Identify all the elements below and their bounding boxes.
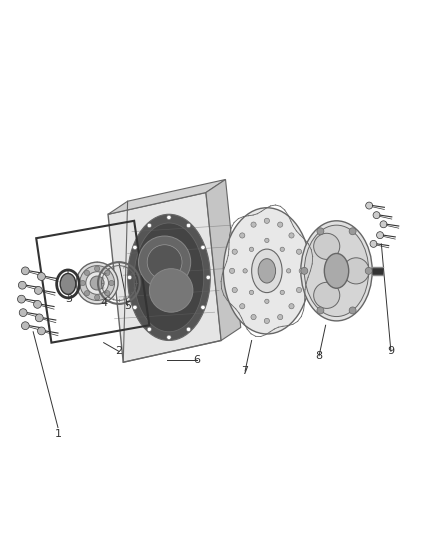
Circle shape: [370, 240, 377, 247]
Circle shape: [249, 247, 254, 252]
Circle shape: [278, 314, 283, 320]
Circle shape: [133, 305, 137, 310]
Text: 3: 3: [65, 294, 72, 304]
Circle shape: [187, 223, 191, 228]
Ellipse shape: [258, 259, 276, 283]
Ellipse shape: [138, 236, 191, 288]
Ellipse shape: [134, 223, 204, 332]
Circle shape: [80, 280, 85, 286]
Circle shape: [377, 232, 384, 239]
Circle shape: [301, 268, 308, 274]
Circle shape: [187, 327, 191, 332]
Circle shape: [133, 245, 137, 249]
Circle shape: [18, 295, 25, 303]
Circle shape: [280, 247, 284, 252]
Circle shape: [265, 299, 269, 303]
Circle shape: [206, 275, 210, 279]
Circle shape: [85, 270, 90, 276]
Circle shape: [240, 233, 245, 238]
Circle shape: [251, 222, 256, 227]
Circle shape: [366, 202, 373, 209]
Ellipse shape: [80, 265, 115, 301]
Circle shape: [167, 215, 171, 220]
Circle shape: [349, 307, 356, 314]
Circle shape: [95, 295, 100, 300]
Circle shape: [297, 287, 302, 293]
Circle shape: [21, 322, 29, 329]
Circle shape: [373, 212, 380, 219]
Ellipse shape: [252, 249, 282, 293]
Ellipse shape: [314, 282, 340, 309]
Circle shape: [232, 249, 237, 254]
Circle shape: [21, 267, 29, 275]
Ellipse shape: [223, 208, 311, 334]
Circle shape: [289, 233, 294, 238]
Circle shape: [19, 309, 27, 317]
Circle shape: [147, 223, 152, 228]
Circle shape: [105, 290, 110, 296]
Circle shape: [35, 287, 42, 294]
Text: 7: 7: [241, 366, 249, 376]
Circle shape: [317, 228, 324, 235]
Circle shape: [278, 222, 283, 227]
Ellipse shape: [343, 258, 369, 284]
Ellipse shape: [60, 273, 76, 294]
Circle shape: [349, 228, 356, 235]
Circle shape: [38, 327, 46, 335]
Ellipse shape: [127, 214, 210, 341]
Circle shape: [147, 327, 152, 332]
Circle shape: [230, 268, 235, 273]
Text: 8: 8: [315, 351, 323, 361]
Circle shape: [243, 269, 247, 273]
Circle shape: [85, 290, 90, 296]
Circle shape: [297, 249, 302, 254]
Polygon shape: [108, 180, 226, 214]
Circle shape: [280, 290, 284, 295]
Text: 5: 5: [124, 301, 131, 311]
Text: 9: 9: [387, 346, 395, 357]
Circle shape: [289, 304, 294, 309]
Text: 2: 2: [115, 346, 123, 357]
Circle shape: [365, 268, 372, 274]
Circle shape: [105, 270, 110, 276]
Circle shape: [264, 318, 269, 324]
Ellipse shape: [76, 262, 118, 304]
Circle shape: [249, 290, 254, 295]
Circle shape: [127, 275, 132, 279]
Ellipse shape: [324, 254, 349, 288]
Ellipse shape: [149, 269, 193, 312]
Circle shape: [232, 287, 237, 293]
Circle shape: [167, 335, 171, 340]
Ellipse shape: [304, 225, 369, 317]
Circle shape: [240, 304, 245, 309]
Circle shape: [201, 305, 205, 310]
Circle shape: [109, 280, 114, 286]
Text: 4: 4: [100, 298, 107, 309]
Text: 1: 1: [54, 429, 61, 439]
Circle shape: [95, 266, 100, 271]
Circle shape: [35, 314, 43, 322]
Ellipse shape: [86, 272, 109, 294]
Circle shape: [286, 269, 291, 273]
Circle shape: [251, 314, 256, 320]
Circle shape: [265, 238, 269, 243]
Circle shape: [317, 307, 324, 314]
Text: 6: 6: [194, 355, 201, 365]
Circle shape: [18, 281, 26, 289]
Circle shape: [264, 218, 269, 223]
Ellipse shape: [314, 233, 340, 260]
Circle shape: [299, 268, 304, 273]
Polygon shape: [206, 180, 241, 341]
Circle shape: [380, 221, 387, 228]
Ellipse shape: [301, 221, 372, 321]
Circle shape: [34, 301, 42, 308]
Circle shape: [38, 272, 46, 280]
Ellipse shape: [147, 245, 182, 279]
Ellipse shape: [90, 276, 104, 290]
Circle shape: [201, 245, 205, 249]
Polygon shape: [108, 192, 221, 362]
